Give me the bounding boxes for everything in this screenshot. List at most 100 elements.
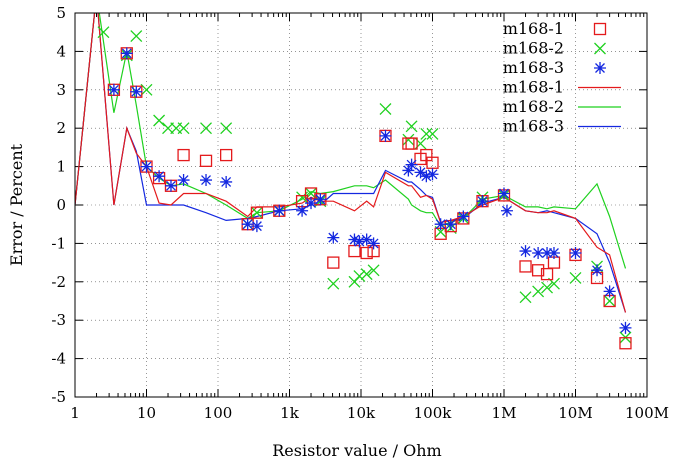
data-point-m168-3: [164, 179, 177, 192]
x-tick-label: 100: [204, 404, 233, 422]
data-point-m168-3: [547, 247, 560, 259]
data-point-m168-1: [519, 260, 532, 273]
data-point-m168-3: [500, 204, 513, 217]
data-point-m168-3: [532, 247, 545, 259]
y-tick-label: 0: [56, 196, 66, 214]
y-axis-title: Error / Percent: [7, 143, 26, 266]
legend-label: m168-1: [503, 78, 564, 97]
series-line-m168-1: [75, 13, 627, 313]
legend-marker-swatch: [594, 62, 606, 74]
data-point-m168-3: [591, 264, 604, 277]
data-point-m168-1: [426, 156, 439, 169]
data-point-m168-2: [250, 206, 263, 219]
data-point-m168-2: [327, 277, 340, 290]
data-point-m168-2: [353, 270, 366, 282]
data-point-m168-1: [327, 256, 340, 269]
legend-marker-swatch: [593, 22, 607, 36]
data-point-m168-2: [541, 281, 554, 294]
data-point-m168-2: [379, 103, 392, 115]
data-point-m168-2: [140, 83, 153, 96]
data-point-m168-3: [348, 233, 361, 246]
x-tick-label: 1M: [492, 404, 517, 422]
data-point-m168-3: [619, 321, 632, 334]
y-tick-label: -3: [51, 311, 66, 329]
data-point-m168-3: [420, 170, 433, 183]
data-point-m168-2: [153, 114, 166, 127]
data-point-m168-1: [405, 137, 418, 150]
data-point-m168-3: [541, 247, 554, 259]
data-point-m168-1: [540, 267, 554, 281]
data-point-m168-2: [569, 272, 582, 284]
data-point-m168-3: [498, 187, 510, 200]
data-point-m168-3: [444, 218, 457, 231]
data-point-m168-3: [273, 204, 286, 217]
data-point-m168-3: [296, 204, 309, 217]
data-point-m168-3: [120, 47, 133, 60]
data-point-m168-3: [426, 168, 439, 181]
data-point-m168-3: [476, 195, 489, 208]
data-point-m168-2: [220, 122, 233, 135]
data-point-m168-3: [250, 220, 263, 233]
data-point-m168-2: [603, 295, 616, 307]
data-point-m168-1: [199, 154, 213, 167]
y-tick-label: 3: [56, 81, 66, 99]
legend-label: m168-3: [503, 117, 564, 136]
y-tick-label: -4: [51, 350, 66, 368]
data-point-m168-1: [250, 206, 264, 219]
data-point-m168-3: [177, 174, 190, 187]
data-point-m168-1: [619, 337, 632, 350]
data-point-m168-3: [569, 247, 582, 259]
data-point-m168-3: [140, 160, 153, 173]
data-point-m168-3: [153, 170, 166, 183]
data-point-m168-3: [405, 158, 418, 171]
data-point-m168-3: [414, 166, 427, 179]
data-point-m168-3: [220, 175, 233, 188]
y-tick-label: 4: [56, 42, 66, 60]
data-point-m168-3: [519, 245, 532, 258]
data-point-m168-3: [379, 129, 392, 142]
legend-label: m168-3: [503, 58, 564, 77]
legend-label: m168-2: [503, 97, 564, 116]
x-tick-label: 1: [70, 404, 80, 422]
x-tick-label: 100k: [414, 404, 453, 422]
data-point-m168-2: [405, 120, 418, 133]
x-tick-label: 10M: [558, 404, 592, 422]
data-point-m168-3: [107, 83, 120, 96]
plot-frame: [74, 12, 648, 398]
data-point-m168-3: [367, 237, 380, 250]
data-point-m168-2: [426, 128, 439, 140]
data-point-m168-2: [519, 291, 532, 304]
data-point-m168-1: [177, 148, 190, 162]
legend-label: m168-2: [503, 39, 564, 58]
x-tick-label: 100M: [625, 404, 669, 422]
y-tick-label: 5: [56, 4, 66, 22]
y-tick-label: -1: [51, 234, 66, 252]
data-point-m168-3: [457, 210, 470, 223]
legend-label: m168-1: [503, 19, 564, 38]
data-point-m168-3: [314, 193, 327, 206]
data-point-m168-2: [97, 26, 110, 39]
data-point-m168-2: [402, 133, 415, 146]
data-point-m168-2: [200, 122, 212, 135]
data-point-m168-2: [177, 122, 190, 135]
x-tick-label: 10k: [347, 404, 376, 422]
data-point-m168-3: [241, 218, 254, 231]
x-axis-title: Resistor value / Ohm: [272, 441, 441, 460]
data-point-m168-1: [348, 244, 361, 258]
data-point-m168-3: [402, 164, 415, 177]
data-point-m168-3: [200, 174, 213, 187]
y-tick-label: -5: [51, 388, 66, 406]
data-point-m168-1: [420, 148, 433, 162]
data-point-m168-2: [420, 128, 433, 140]
data-point-m168-2: [367, 264, 380, 277]
x-tick-label: 10: [137, 404, 156, 422]
data-point-m168-1: [360, 246, 373, 260]
legend-marker-swatch: [594, 42, 606, 55]
data-point-m168-3: [305, 197, 318, 210]
y-tick-label: 2: [56, 119, 66, 137]
data-point-m168-2: [532, 285, 545, 298]
y-tick-label: -2: [51, 273, 66, 291]
